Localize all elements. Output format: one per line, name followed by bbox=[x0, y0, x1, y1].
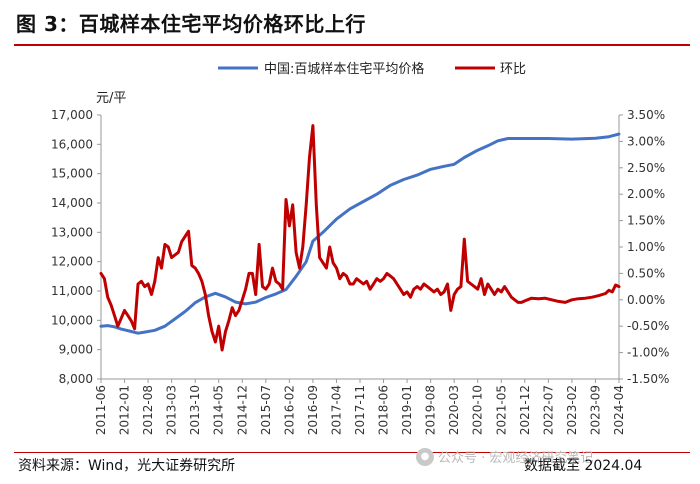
x-tick-label: 2019-01 bbox=[400, 385, 414, 435]
y-left-tick-label: 15,000 bbox=[51, 167, 93, 181]
y-left-tick-label: 10,000 bbox=[51, 313, 93, 327]
x-tick-label: 2012-01 bbox=[118, 385, 132, 435]
y-right-tick-label: 0.00% bbox=[627, 293, 665, 307]
x-tick-label: 2020-03 bbox=[447, 385, 461, 435]
x-tick-label: 2022-07 bbox=[541, 385, 555, 435]
chart: 中国:百城样本住宅平均价格 环比 元/平 17,00016,00015,0001… bbox=[51, 61, 669, 435]
y-right-tick-label: 3.00% bbox=[627, 134, 665, 148]
x-tick-label: 2019-08 bbox=[424, 385, 438, 435]
x-tick-label: 2023-09 bbox=[588, 385, 602, 435]
x-tick-label: 2011-06 bbox=[94, 385, 108, 435]
y-left-tick-label: 9,000 bbox=[59, 343, 93, 357]
axes: 17,000 16,000 15,000 14,000 13,000 12,000 11,0… bbox=[51, 108, 669, 435]
page-title: 图 3：百城样本住宅平均价格环比上行 bbox=[16, 12, 366, 36]
x-tick-label: 2012-08 bbox=[141, 385, 155, 435]
y-right-tick-label: -1.50% bbox=[627, 372, 669, 386]
y-left-tick-label: 8,000 bbox=[59, 372, 93, 386]
x-tick-label: 2013-03 bbox=[165, 385, 179, 435]
legend-label-mom: 环比 bbox=[500, 62, 526, 77]
y-left-tick-label: 13,000 bbox=[51, 225, 93, 239]
y-left-tick-label: 17,000 bbox=[51, 108, 93, 122]
x-tick-label: 2016-09 bbox=[306, 385, 320, 435]
watermark: 公众号 · 宏观经济研究笔记 bbox=[438, 451, 594, 466]
x-tick-label: 2015-07 bbox=[259, 385, 273, 435]
x-tick-label: 2024-04 bbox=[612, 385, 626, 435]
data-date-note: 数据截至 2024.04 bbox=[524, 458, 643, 474]
y-right-tick-label: 0.50% bbox=[627, 266, 665, 280]
x-tick-label: 2014-12 bbox=[235, 385, 249, 435]
x-tick-label: 2023-02 bbox=[565, 385, 579, 435]
y-left-tick-label: 16,000 bbox=[51, 137, 93, 151]
y-unit-label: 元/平 bbox=[96, 91, 126, 106]
legend: 中国:百城样本住宅平均价格 环比 bbox=[218, 61, 526, 77]
x-tick-label: 2020-10 bbox=[471, 385, 485, 435]
title-divider bbox=[14, 44, 690, 46]
x-tick-label: 2014-05 bbox=[212, 385, 226, 435]
footer-divider bbox=[14, 452, 690, 453]
source-note: 资料来源：Wind，光大证券研究所 bbox=[18, 458, 236, 474]
y-right-tick-label: 1.00% bbox=[627, 240, 665, 254]
x-tick-label: 2021-05 bbox=[494, 385, 508, 435]
y-right-tick-label: -0.50% bbox=[627, 319, 669, 333]
series-layer bbox=[99, 124, 621, 352]
y-left-tick-label: 12,000 bbox=[51, 255, 93, 269]
legend-label-price: 中国:百城样本住宅平均价格 bbox=[264, 61, 424, 77]
y-right-tick-label: 2.50% bbox=[627, 161, 665, 175]
series-line-mom bbox=[99, 124, 621, 352]
y-right-tick-label: -1.00% bbox=[627, 346, 669, 360]
x-tick-label: 2017-04 bbox=[329, 385, 343, 435]
x-tick-label: 2017-11 bbox=[353, 385, 367, 435]
y-left-tick-label: 14,000 bbox=[51, 196, 93, 210]
wechat-icon: ● bbox=[416, 448, 434, 466]
y-right-tick-label: 1.50% bbox=[627, 214, 665, 228]
x-tick-label: 2021-12 bbox=[518, 385, 532, 435]
y-right-tick-label: 3.50% bbox=[627, 108, 665, 122]
x-tick-label: 2018-06 bbox=[377, 385, 391, 435]
series-line-price bbox=[99, 132, 621, 335]
x-tick-label: 2013-10 bbox=[188, 385, 202, 435]
y-right-tick-label: 2.00% bbox=[627, 187, 665, 201]
x-tick-label: 2016-02 bbox=[282, 385, 296, 435]
y-left-tick-label: 11,000 bbox=[51, 284, 93, 298]
